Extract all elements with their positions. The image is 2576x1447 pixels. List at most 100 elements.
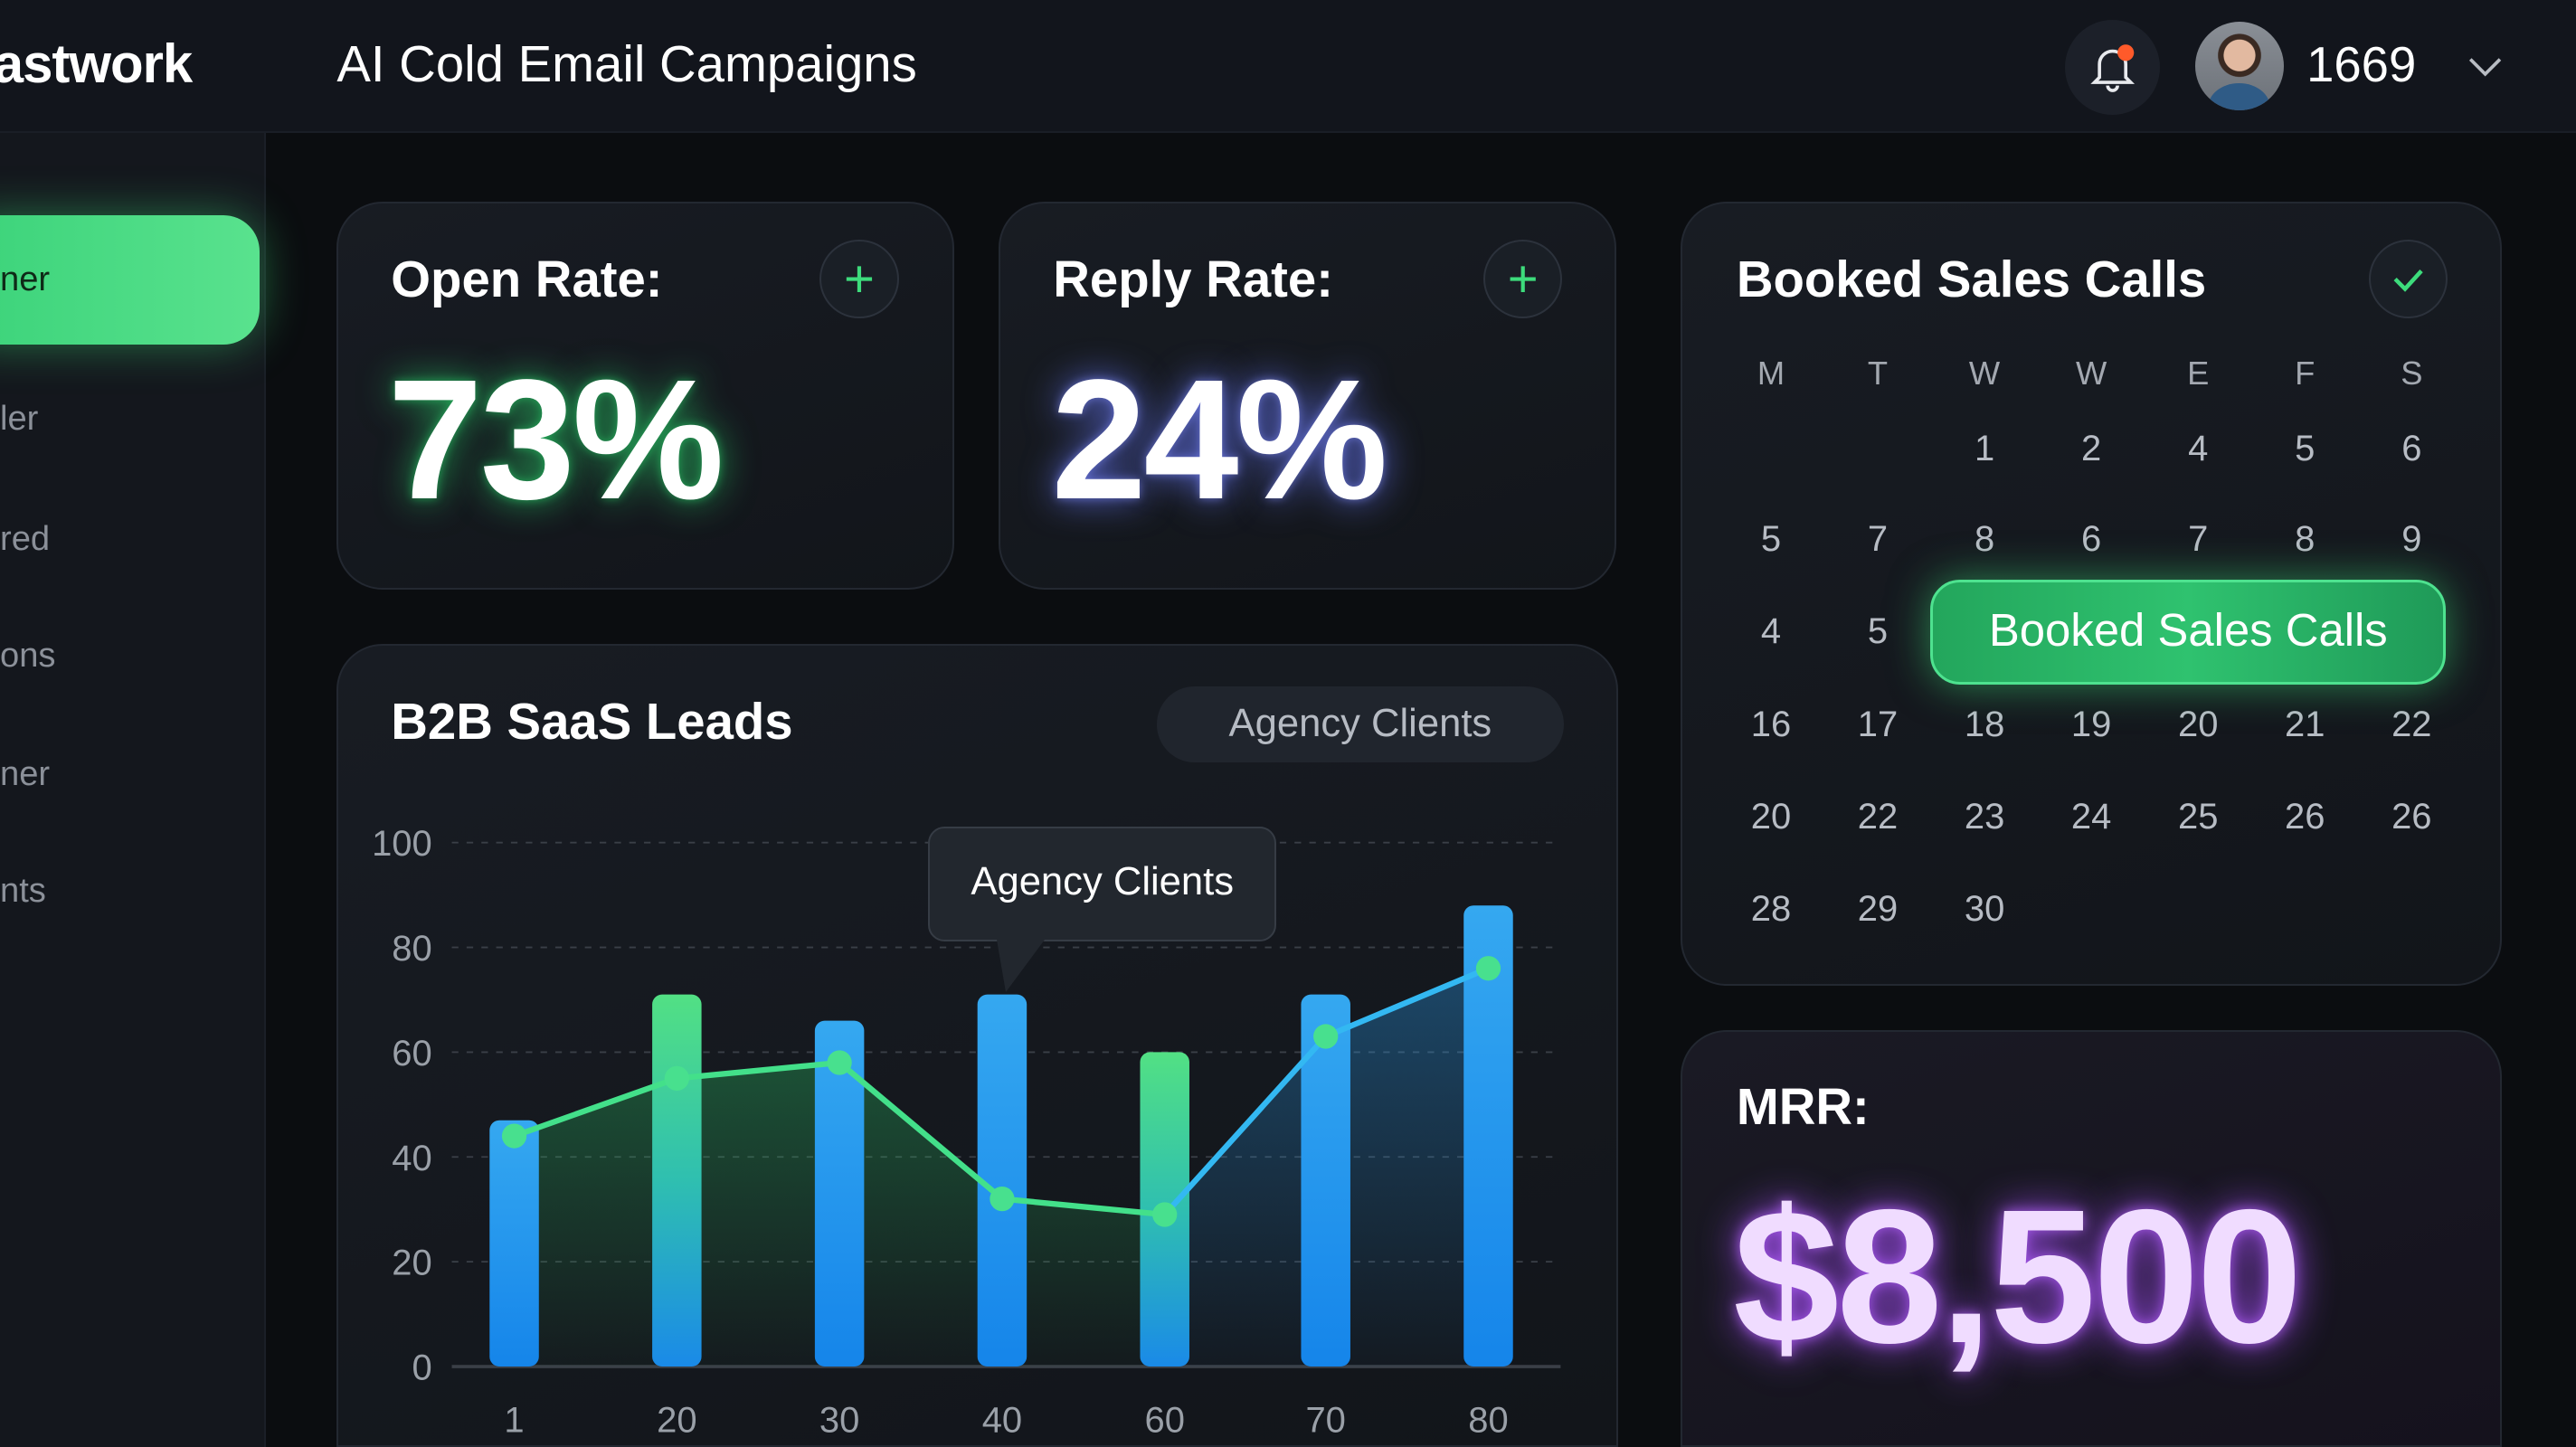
bell-icon — [2090, 44, 2136, 92]
weekday-header: T — [1867, 355, 1889, 392]
mrr-card — [1681, 1029, 2503, 1447]
sidebar-item[interactable]: ner — [0, 753, 51, 793]
booked-calls-highlight[interactable]: Booked Sales Calls — [1930, 580, 2447, 686]
calendar-day[interactable]: 4 — [1760, 610, 1782, 651]
line-point — [990, 1187, 1015, 1212]
calendar-day[interactable]: 22 — [1857, 796, 1899, 837]
weekday-header: M — [1757, 355, 1785, 392]
y-tick-label: 80 — [392, 929, 431, 969]
calendar-day[interactable]: 20 — [2177, 705, 2219, 745]
calendar-title: Booked Sales Calls — [1736, 251, 2207, 308]
plus-icon: + — [1507, 250, 1539, 309]
bar — [652, 994, 702, 1367]
calendar-day[interactable]: 19 — [2070, 705, 2112, 745]
tooltip-pointer — [997, 939, 1046, 992]
bar — [814, 1020, 865, 1367]
calendar-day[interactable]: 26 — [2285, 796, 2325, 837]
agency-clients-filter[interactable]: Agency Clients — [1156, 686, 1565, 762]
line-segment — [836, 1059, 1006, 1202]
weekday-header: W — [1968, 355, 2001, 392]
x-tick-label: 20 — [657, 1401, 696, 1441]
user-id: 1669 — [2306, 36, 2417, 92]
bar — [977, 994, 1028, 1367]
calendar-day[interactable]: 18 — [1964, 705, 2005, 745]
top-bar: astwork AI Cold Email Campaigns 1669 — [0, 0, 2576, 134]
mrr-value: $8,500 — [1733, 1168, 2302, 1383]
x-tick-label: 30 — [819, 1401, 859, 1441]
notifications-button[interactable] — [2065, 19, 2161, 116]
x-tick-label: 40 — [982, 1401, 1022, 1441]
line-point — [1313, 1024, 1339, 1049]
calendar-day[interactable]: 9 — [2401, 518, 2422, 559]
weekday-header: F — [2295, 355, 2316, 392]
line-segment — [511, 1075, 680, 1140]
calendar-day[interactable]: 28 — [1750, 888, 1792, 929]
bar — [1463, 905, 1513, 1367]
sidebar — [0, 133, 267, 1447]
x-tick-label: 80 — [1468, 1401, 1508, 1441]
calendar-day[interactable]: 22 — [2391, 705, 2432, 745]
sidebar-item[interactable]: nts — [0, 870, 46, 910]
line-point — [501, 1123, 527, 1149]
add-open-rate-button[interactable]: + — [819, 240, 899, 319]
add-reply-rate-button[interactable]: + — [1483, 240, 1563, 319]
sidebar-item-active[interactable] — [0, 214, 260, 345]
calendar-day[interactable]: 16 — [1750, 705, 1792, 745]
calendar-day[interactable]: 6 — [2401, 429, 2422, 469]
calendar-day[interactable]: 21 — [2285, 705, 2325, 745]
bar — [489, 1120, 539, 1367]
x-tick-label: 60 — [1144, 1401, 1184, 1441]
line-point — [827, 1050, 852, 1075]
calendar-day[interactable]: 25 — [2177, 796, 2219, 837]
calendar-day[interactable]: 8 — [2295, 518, 2316, 559]
calendar-day[interactable]: 29 — [1857, 888, 1899, 929]
weekday-header: S — [2401, 355, 2423, 392]
open-rate-title: Open Rate: — [391, 251, 663, 308]
calendar-day[interactable]: 30 — [1964, 888, 2005, 929]
sidebar-item[interactable]: ons — [0, 635, 56, 675]
mrr-title: MRR: — [1736, 1078, 1870, 1136]
calendar-day[interactable]: 17 — [1857, 705, 1899, 745]
weekday-header: E — [2187, 355, 2210, 392]
y-tick-label: 100 — [372, 824, 432, 864]
reply-rate-title: Reply Rate: — [1053, 251, 1333, 308]
calendar-day[interactable]: 5 — [1867, 610, 1889, 651]
calendar-day[interactable]: 26 — [2391, 796, 2432, 837]
sidebar-item[interactable]: ner — [0, 259, 51, 298]
calendar-day[interactable]: 24 — [2070, 796, 2112, 837]
chart-tooltip: Agency Clients — [928, 826, 1277, 941]
line-segment — [1322, 965, 1492, 1040]
app-logo[interactable]: astwork — [0, 33, 193, 95]
calendar-day[interactable]: 6 — [2081, 518, 2102, 559]
line-segment — [999, 1196, 1168, 1218]
sidebar-item[interactable]: red — [0, 518, 51, 558]
line-point — [1152, 1202, 1178, 1227]
calendar-day[interactable]: 8 — [1974, 518, 1995, 559]
calendar-day[interactable]: 7 — [1867, 518, 1889, 559]
calendar-day[interactable]: 7 — [2188, 518, 2209, 559]
avatar[interactable] — [2194, 21, 2284, 110]
calendar-day[interactable]: 2 — [2081, 429, 2102, 469]
bar — [1301, 994, 1350, 1367]
y-tick-label: 0 — [412, 1348, 432, 1388]
page-title: AI Cold Email Campaigns — [336, 35, 917, 93]
line-segment — [1161, 1033, 1329, 1218]
line-segment — [674, 1059, 843, 1082]
line-point — [664, 1065, 689, 1091]
reply-rate-value: 24% — [1051, 344, 1387, 535]
chart-title: B2B SaaS Leads — [391, 692, 793, 750]
calendar-day[interactable]: 4 — [2188, 429, 2209, 469]
sidebar-item[interactable]: ler — [0, 399, 39, 439]
plus-icon: + — [843, 250, 875, 309]
x-tick-label: 70 — [1305, 1401, 1345, 1441]
calendar-confirm-button[interactable] — [2369, 240, 2448, 319]
y-tick-label: 20 — [392, 1244, 431, 1283]
calendar-day[interactable]: 5 — [1760, 518, 1782, 559]
open-rate-value: 73% — [387, 344, 724, 535]
chevron-down-icon[interactable] — [2464, 46, 2506, 89]
calendar-day[interactable]: 23 — [1964, 796, 2005, 837]
calendar-day[interactable]: 5 — [2295, 429, 2316, 469]
calendar-day[interactable]: 1 — [1974, 429, 1995, 469]
calendar-day[interactable]: 20 — [1750, 796, 1792, 837]
